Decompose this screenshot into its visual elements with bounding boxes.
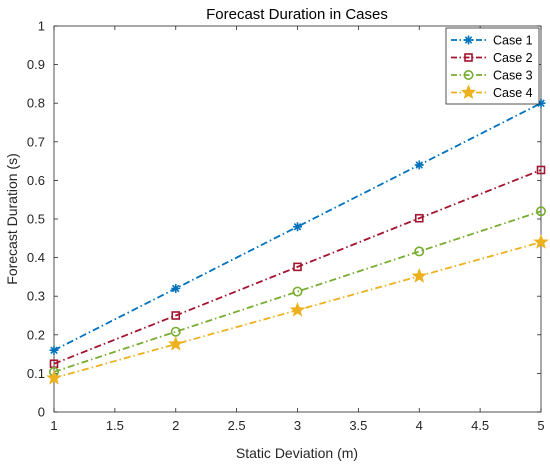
data-point (171, 311, 181, 320)
series-2 (49, 165, 546, 369)
legend-label: Case 2 (493, 51, 533, 65)
x-tick-label: 4.5 (471, 418, 489, 433)
legend-marker (463, 70, 474, 81)
legend-item: Case 4 (451, 84, 533, 100)
chart-title: Forecast Duration in Cases (206, 6, 388, 23)
data-point (535, 206, 546, 217)
data-point (49, 345, 59, 355)
y-tick-label: 0.4 (27, 250, 45, 265)
data-point (293, 222, 302, 232)
data-point (289, 301, 306, 317)
series-line (53, 102, 542, 352)
data-point (46, 369, 62, 385)
legend-label: Case 4 (493, 86, 533, 100)
data-point (411, 268, 427, 283)
y-tick-label: 0.6 (27, 173, 45, 188)
data-point (293, 262, 302, 272)
data-point (414, 246, 425, 257)
legend: Case 1 Case 2 Case 3 Case 4 (445, 27, 540, 105)
data-point (171, 283, 181, 293)
x-tick-label: 2 (172, 418, 179, 433)
series-1 (49, 98, 546, 355)
y-tick-label: 0.8 (27, 96, 45, 111)
data-point (536, 165, 546, 175)
series-4 (46, 234, 549, 385)
legend-item: Case 1 (451, 34, 533, 48)
x-tick-label: 3.5 (349, 418, 367, 433)
x-tick-label: 2.5 (228, 418, 246, 433)
x-tick-label: 3 (294, 418, 301, 433)
y-tick-label: 0.3 (27, 289, 45, 304)
y-tick-label: 0.9 (27, 57, 45, 72)
y-tick-label: 0 (38, 405, 45, 420)
data-point (170, 326, 181, 337)
x-tick-label: 1 (50, 418, 57, 433)
x-tick-label: 4 (416, 418, 423, 433)
x-axis: 1 1.5 2 2.5 3 3.5 4 4.5 5 (50, 26, 545, 433)
series-layer (46, 98, 549, 385)
data-point (533, 234, 549, 249)
legend-marker (464, 53, 473, 62)
data-point (414, 160, 424, 170)
x-tick-label: 1.5 (106, 418, 124, 433)
legend-label: Case 1 (493, 34, 533, 48)
x-axis-label: Static Deviation (m) (236, 445, 358, 461)
y-tick-label: 1 (38, 19, 45, 34)
y-tick-label: 0.2 (27, 327, 45, 342)
series-line (53, 210, 542, 373)
data-point (414, 213, 424, 223)
legend-marker (464, 35, 473, 45)
legend-item: Case 2 (451, 51, 533, 65)
legend-label: Case 3 (493, 69, 533, 83)
data-point (168, 335, 184, 351)
series-line (53, 169, 542, 365)
y-tick-label: 0.7 (27, 134, 45, 149)
legend-item: Case 3 (451, 69, 533, 83)
legend-marker (460, 84, 477, 100)
y-tick-label: 0.1 (27, 366, 45, 381)
data-point (292, 286, 303, 297)
x-tick-label: 5 (537, 418, 544, 433)
legend-box (445, 27, 540, 105)
y-axis-label: Forecast Duration (s) (4, 153, 20, 284)
y-tick-label: 0.5 (27, 212, 45, 227)
y-axis: 0 0.1 0.2 0.3 0.4 0.5 0.6 0.7 0.8 0.9 1 (27, 19, 541, 420)
